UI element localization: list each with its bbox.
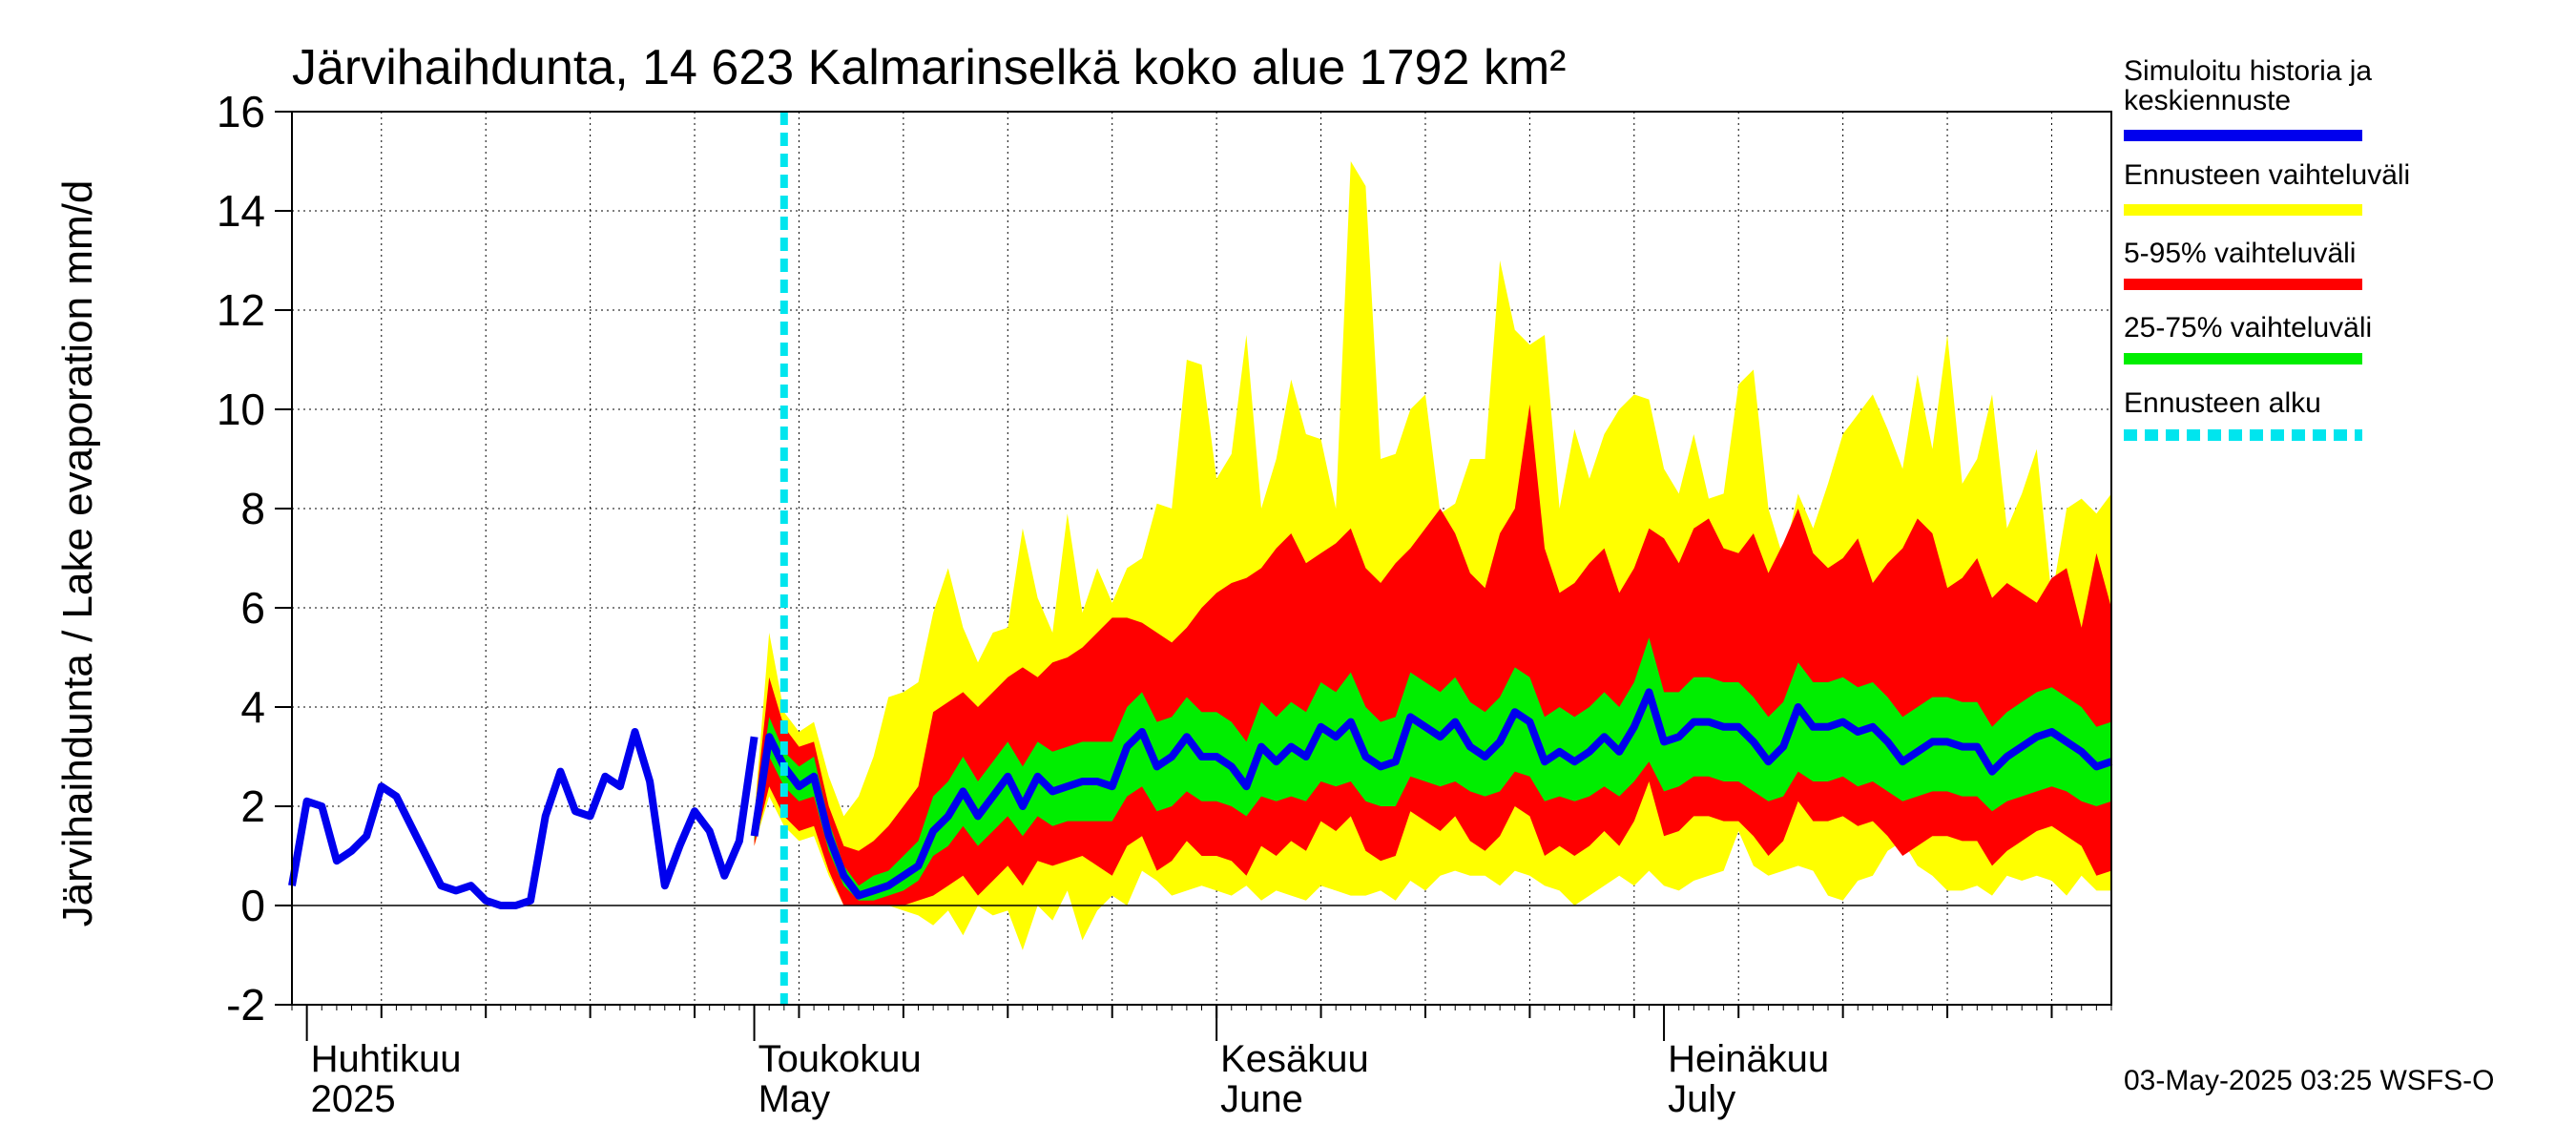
- month-label-en: May: [758, 1078, 831, 1120]
- month-label-fi: Kesäkuu: [1220, 1038, 1369, 1080]
- month-label-en: 2025: [311, 1078, 396, 1120]
- month-label-fi: Toukokuu: [758, 1038, 922, 1080]
- y-tick-label: 14: [217, 186, 265, 236]
- y-tick-label: 16: [217, 87, 265, 136]
- month-label-fi: Heinäkuu: [1668, 1038, 1829, 1080]
- y-tick-label: 10: [217, 385, 265, 434]
- chart-title: Järvihaihdunta, 14 623 Kalmarinselkä kok…: [292, 40, 1566, 95]
- median-forecast-line: [750, 688, 2113, 900]
- month-label-en: June: [1220, 1078, 1303, 1120]
- y-tick-label: 6: [240, 583, 265, 633]
- legend-label: Simuloitu historia ja: [2124, 55, 2372, 87]
- band-25-75: [754, 637, 2111, 901]
- y-tick-label: 12: [217, 285, 265, 335]
- legend-label: 5-95% vaihteluväli: [2124, 238, 2356, 269]
- y-tick-label: 4: [240, 682, 265, 732]
- legend-label: Ennusteen alku: [2124, 387, 2321, 419]
- timestamp-footer: 03-May-2025 03:25 WSFS-O: [2124, 1065, 2495, 1096]
- y-tick-label: 8: [240, 484, 265, 533]
- legend-label: Ennusteen vaihteluväli: [2124, 159, 2410, 191]
- month-label-fi: Huhtikuu: [311, 1038, 462, 1080]
- y-axis-label: Järvihaihdunta / Lake evaporation mm/d: [54, 180, 101, 927]
- y-tick-label: -2: [226, 980, 265, 1030]
- history-line: [288, 728, 758, 909]
- legend-label: 25-75% vaihteluväli: [2124, 312, 2372, 344]
- month-label-en: July: [1668, 1078, 1735, 1120]
- y-tick-label: 2: [240, 781, 265, 831]
- y-tick-label: 0: [240, 881, 265, 930]
- legend-label: keskiennuste: [2124, 85, 2291, 116]
